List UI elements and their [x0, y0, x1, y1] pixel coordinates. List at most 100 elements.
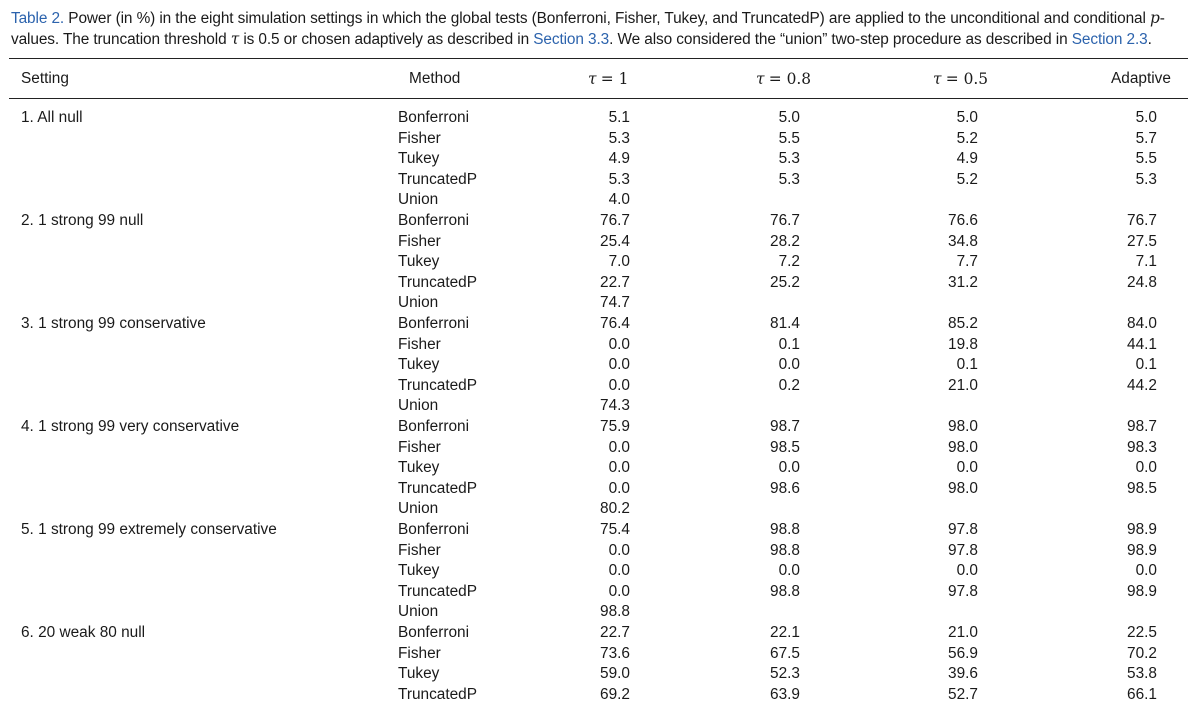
power-value: 0.1	[1135, 356, 1157, 374]
power-value: 5.3	[778, 150, 800, 168]
power-value: 0.0	[778, 459, 800, 477]
method-label: Fisher	[398, 129, 441, 147]
method-label: Bonferroni	[398, 521, 470, 538]
section-link[interactable]: Section 3.3	[533, 31, 610, 48]
method-label: Union	[398, 603, 439, 621]
setting-label: 4. 1 strong 99 very conservative	[21, 418, 240, 435]
power-value: 75.9	[600, 418, 630, 435]
power-value: 74.7	[600, 294, 630, 312]
caption-text: -values. The truncation threshold	[11, 10, 1165, 48]
power-value: 7.7	[956, 253, 978, 271]
method-label: Bonferroni	[398, 418, 470, 435]
caption-tau: τ	[230, 30, 240, 48]
power-value: 22.7	[600, 624, 630, 641]
header-method: Method	[409, 70, 461, 87]
header-adaptive: Adaptive	[1111, 70, 1171, 87]
power-value: 80.2	[600, 500, 630, 518]
power-value: 69.2	[600, 685, 630, 703]
power-value: 0.0	[956, 459, 978, 477]
power-value: 22.5	[1127, 624, 1157, 641]
power-value: 59.0	[600, 665, 630, 683]
method-label: Bonferroni	[398, 109, 470, 126]
caption-text: .	[1147, 31, 1152, 48]
power-value: 98.7	[1127, 418, 1157, 435]
method-label: TruncatedP	[398, 273, 477, 291]
method-label: TruncatedP	[398, 170, 477, 188]
power-value: 52.3	[770, 665, 800, 683]
power-value: 39.6	[948, 665, 978, 683]
power-value: 0.0	[608, 582, 630, 600]
power-value: 66.1	[1127, 685, 1157, 703]
power-value: 7.1	[1135, 253, 1157, 271]
power-value: 81.4	[770, 315, 800, 332]
table-top-rule	[9, 58, 1188, 59]
power-value: 97.8	[948, 521, 978, 538]
method-label: Tukey	[398, 665, 440, 683]
method-label: TruncatedP	[398, 582, 477, 600]
method-label: TruncatedP	[398, 376, 477, 394]
power-value: 97.8	[948, 541, 978, 559]
power-value: 0.0	[608, 356, 630, 374]
power-value: 52.7	[948, 685, 978, 703]
power-value: 98.5	[1127, 479, 1157, 497]
power-value: 97.8	[948, 582, 978, 600]
setting-label: 2. 1 strong 99 null	[21, 212, 144, 229]
power-value: 4.9	[956, 150, 978, 168]
power-value: 76.7	[600, 212, 630, 229]
setting-label: 3. 1 strong 99 conservative	[21, 315, 206, 332]
header-col-tau-0-5: τ = 0.5	[933, 69, 988, 90]
power-value: 5.2	[956, 129, 978, 147]
power-value: 98.0	[948, 418, 978, 435]
power-value: 98.8	[600, 603, 630, 621]
power-value: 98.0	[948, 479, 978, 497]
method-label: Union	[398, 500, 439, 518]
power-value: 98.8	[770, 541, 800, 559]
power-value: 0.0	[778, 356, 800, 374]
power-value: 98.8	[770, 582, 800, 600]
power-value: 98.6	[770, 479, 800, 497]
header-col2-value: = 0.8	[768, 70, 812, 88]
power-value: 22.1	[770, 624, 800, 641]
tau-symbol: τ	[756, 70, 765, 88]
method-label: Tukey	[398, 459, 440, 477]
power-value: 98.8	[770, 521, 800, 538]
power-value: 34.8	[948, 232, 978, 250]
setting-label: 6. 20 weak 80 null	[21, 624, 146, 641]
power-value: 76.4	[600, 315, 630, 332]
method-label: Bonferroni	[398, 315, 470, 332]
power-value: 75.4	[600, 521, 630, 538]
method-label: Fisher	[398, 644, 441, 662]
power-value: 5.0	[956, 109, 978, 126]
power-value: 0.0	[608, 479, 630, 497]
power-value: 19.8	[948, 335, 978, 353]
power-value: 44.2	[1127, 376, 1157, 394]
power-value: 25.2	[770, 273, 800, 291]
power-value: 0.0	[956, 562, 978, 580]
power-value: 5.1	[608, 109, 630, 126]
method-label: Fisher	[398, 541, 441, 559]
header-col-tau-0-8: τ = 0.8	[756, 69, 811, 90]
power-value: 5.3	[608, 170, 630, 188]
section-link[interactable]: Section 2.3	[1071, 31, 1148, 48]
power-value: 84.0	[1127, 315, 1157, 332]
power-value: 98.5	[770, 438, 800, 456]
header-setting: Setting	[21, 70, 69, 87]
power-value: 73.6	[600, 644, 630, 662]
power-value: 0.0	[608, 562, 630, 580]
power-value: 0.0	[608, 376, 630, 394]
caption-text: Power (in %) in the eight simulation set…	[64, 10, 1150, 27]
tau-symbol: τ	[588, 70, 597, 88]
power-value: 98.7	[770, 418, 800, 435]
power-value: 21.0	[948, 624, 978, 641]
method-label: TruncatedP	[398, 479, 477, 497]
power-value: 25.4	[600, 232, 630, 250]
method-label: Tukey	[398, 150, 440, 168]
method-label: Bonferroni	[398, 212, 470, 229]
power-value: 5.0	[1135, 109, 1157, 126]
method-label: Union	[398, 397, 439, 415]
power-value: 98.9	[1127, 541, 1157, 559]
power-value: 0.1	[956, 356, 978, 374]
caption-text: . We also considered the “union” two-ste…	[609, 31, 1072, 48]
power-value: 76.6	[948, 212, 978, 229]
power-value: 0.0	[608, 459, 630, 477]
